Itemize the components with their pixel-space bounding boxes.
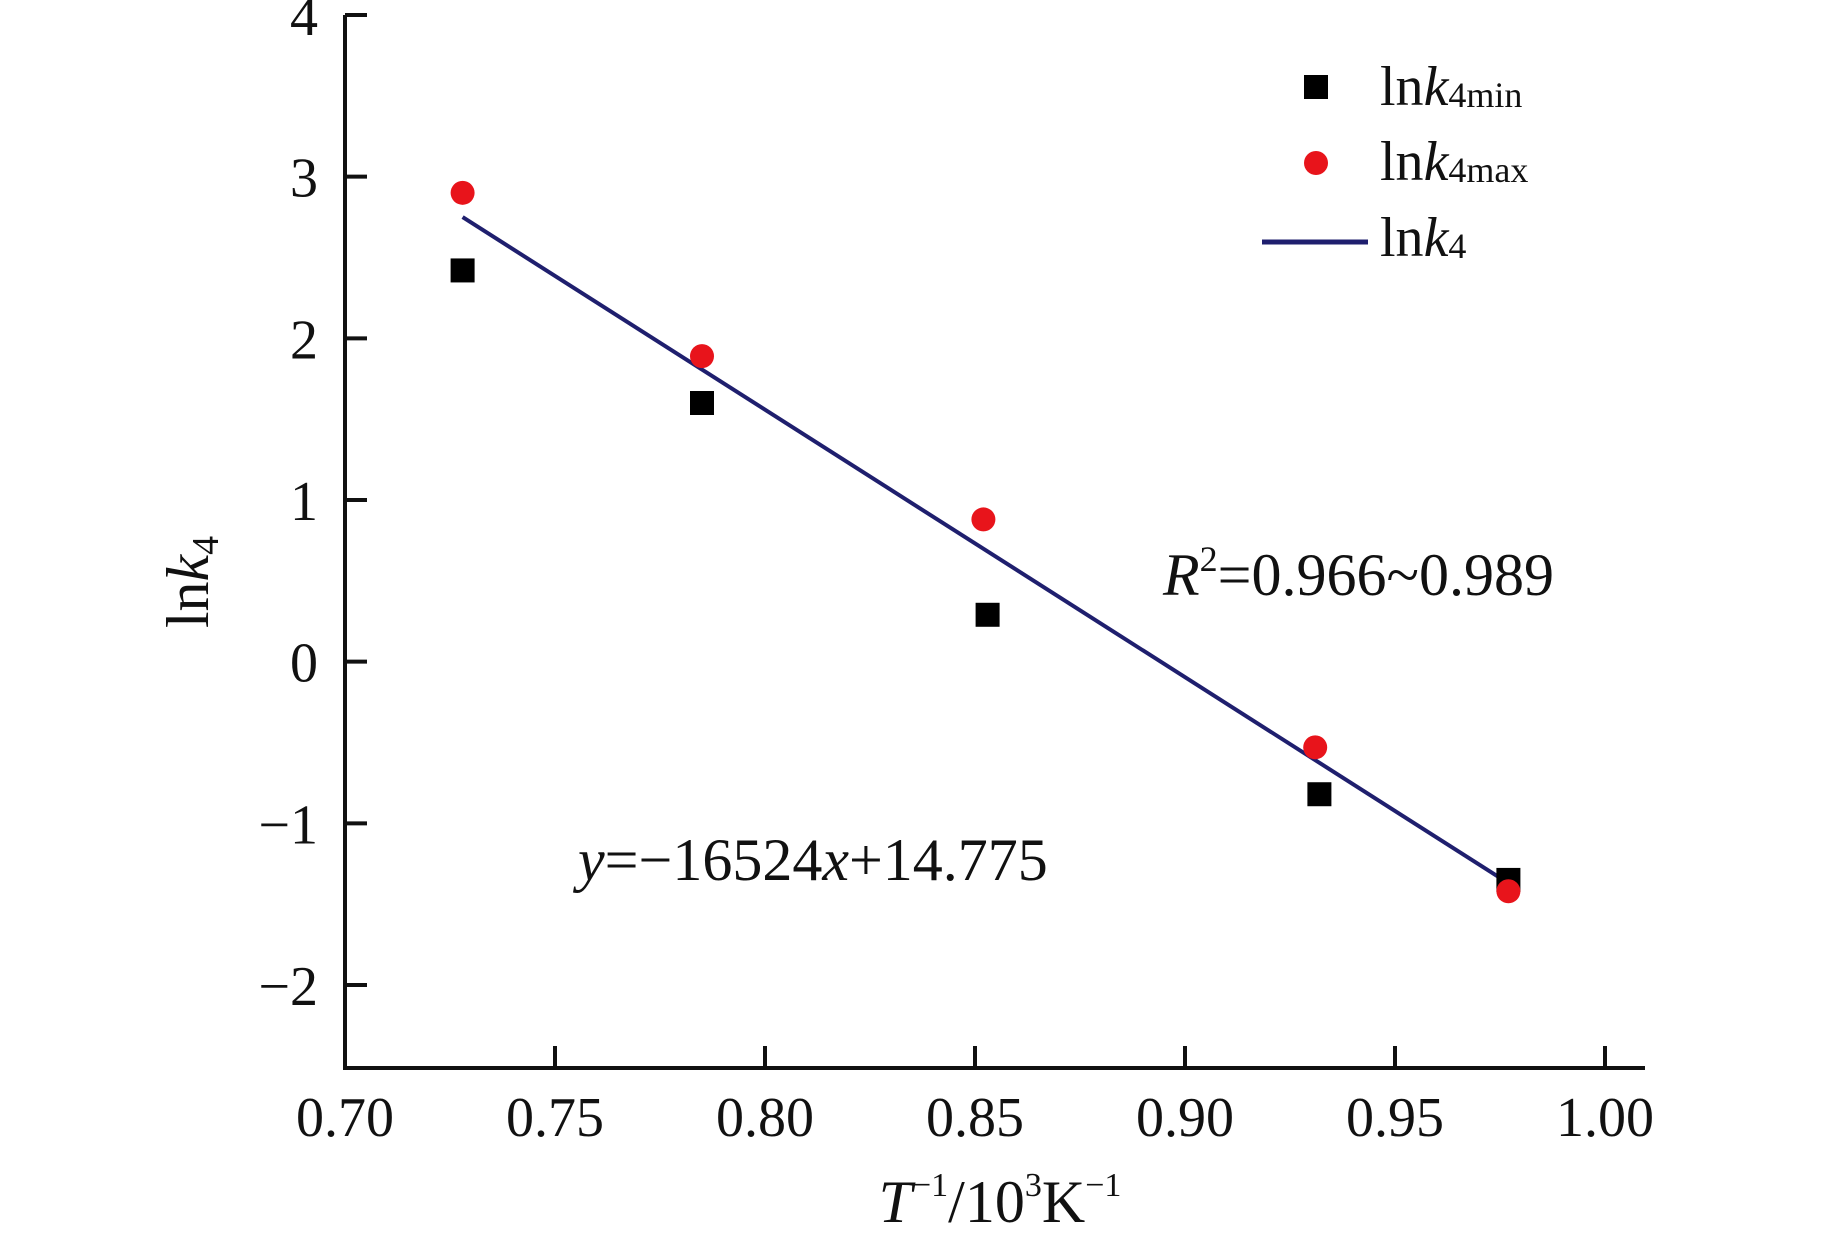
x-axis-title: T−1/103K−1 (879, 1167, 1122, 1234)
data-point-lnk4max (450, 180, 475, 205)
legend-marker-circle (1304, 151, 1328, 175)
y-tick-label: 2 (290, 309, 318, 371)
x-tick-label: 0.90 (1136, 1087, 1234, 1149)
data-point-lnk4max (1303, 735, 1328, 760)
y-tick-label: 0 (290, 633, 318, 695)
legend: lnk4min lnk4max lnk4 (1262, 56, 1528, 269)
data-point-lnk4min (975, 602, 1000, 627)
x-tick-label: 1.00 (1556, 1087, 1654, 1149)
y-axis-title: lnk4 (155, 536, 227, 628)
data-point-lnk4min (690, 391, 714, 415)
r-squared-annotation: R2=0.966~0.989 (1162, 539, 1554, 608)
fit-equation-annotation: y=−16524x+14.775 (572, 827, 1048, 893)
legend-label-lnk4max: lnk4max (1380, 131, 1528, 193)
data-point-lnk4max (971, 507, 996, 532)
fit-line-lnk4 (461, 215, 1510, 885)
x-tick-label: 0.70 (296, 1087, 394, 1149)
x-tick-label: 0.75 (506, 1087, 604, 1149)
data-marks (450, 180, 1521, 904)
x-tick-label: 0.95 (1346, 1087, 1444, 1149)
y-tick-label: 1 (290, 471, 318, 533)
y-tick-label: 4 (290, 0, 318, 48)
y-tick-label: −2 (258, 956, 318, 1018)
data-point-lnk4min (1307, 782, 1332, 807)
data-point-lnk4min (450, 258, 475, 283)
y-tick-label: 3 (290, 148, 318, 210)
x-tick-label: 0.85 (926, 1087, 1024, 1149)
legend-marker-square (1304, 75, 1328, 99)
axes (343, 15, 1645, 1070)
legend-label-lnk4: lnk4 (1380, 207, 1466, 269)
x-tick-label: 0.80 (716, 1087, 814, 1149)
data-point-lnk4max (1496, 879, 1521, 904)
tick-marks: −2 −1 0 1 2 3 4 0.70 0.75 0.80 0.85 0.90 0.95 1.00 (258, 0, 1654, 1149)
y-tick-label: −1 (258, 794, 318, 856)
legend-label-lnk4min: lnk4min (1380, 56, 1522, 118)
data-point-lnk4max (690, 344, 714, 369)
